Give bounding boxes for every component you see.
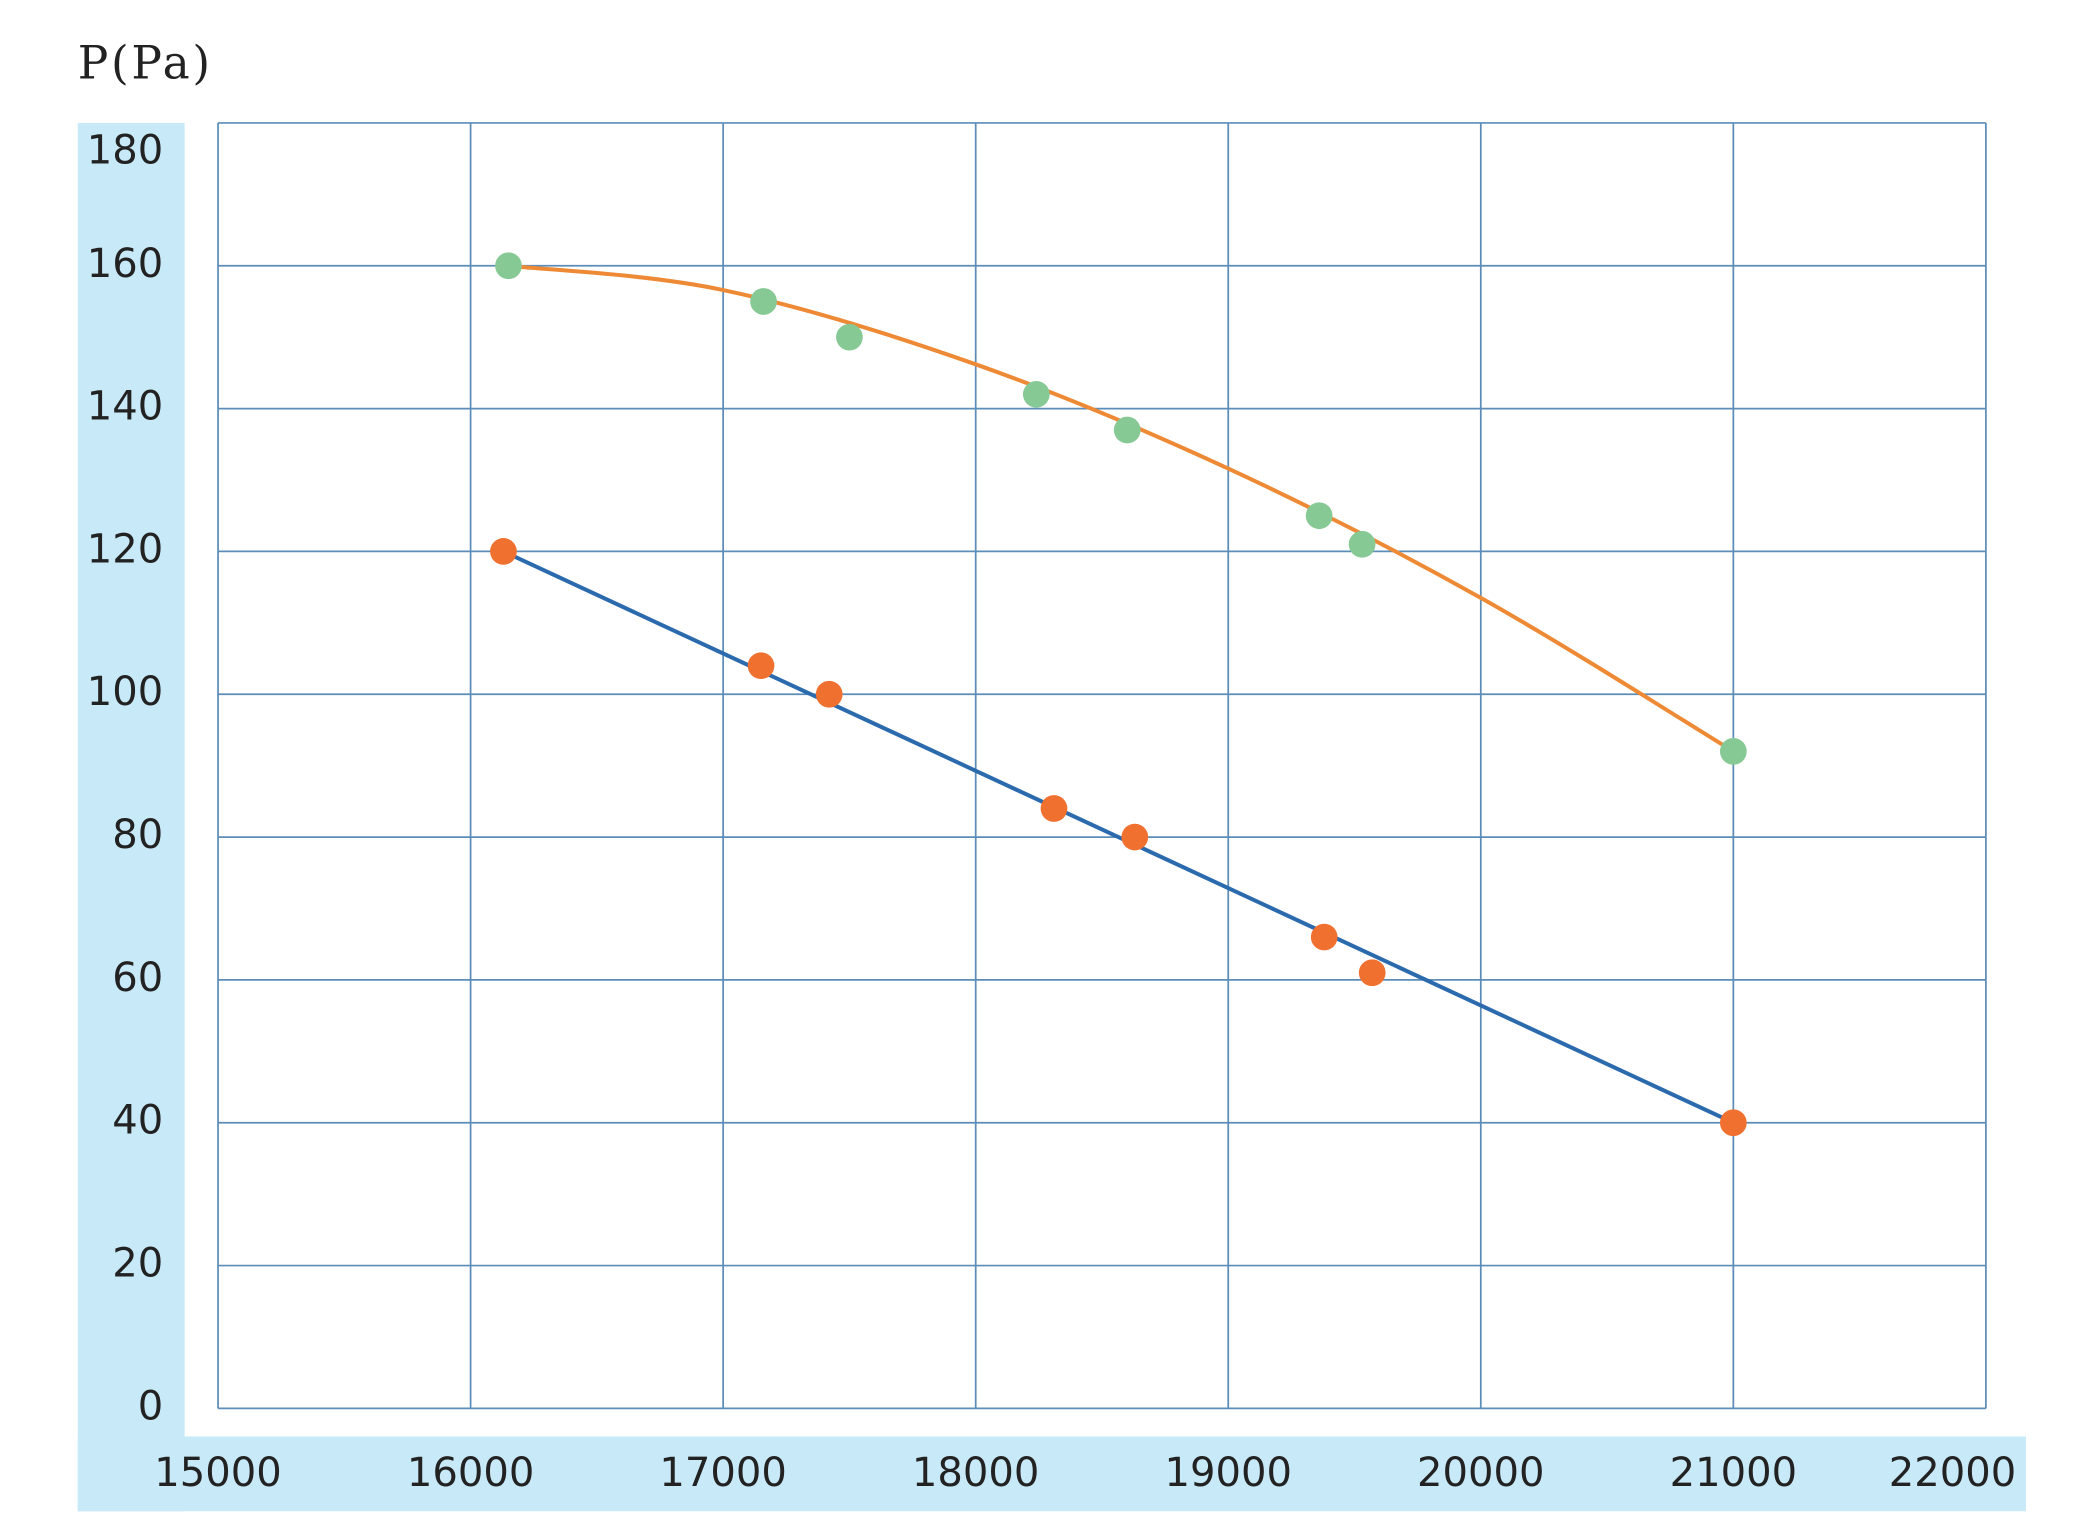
data-point <box>1719 738 1747 765</box>
data-point <box>495 252 522 280</box>
y-tick-label: 20 <box>112 1241 163 1287</box>
y-tick-label: 160 <box>87 241 164 287</box>
data-point <box>836 323 863 351</box>
y-tick-label: 180 <box>87 127 164 173</box>
data-point <box>1121 823 1149 851</box>
x-tick-label: 20000 <box>1417 1450 1544 1496</box>
x-tick-label: 16000 <box>407 1450 534 1496</box>
data-point <box>1022 380 1050 408</box>
x-tick-label: 21000 <box>1670 1450 1798 1496</box>
x-axis-band <box>77 1436 2026 1512</box>
data-point <box>1719 1109 1747 1137</box>
x-tick-label: 22000 <box>1889 1450 2017 1496</box>
y-tick-label: 40 <box>112 1098 163 1144</box>
x-tick-label: 17000 <box>659 1450 786 1496</box>
y-tick-label: 140 <box>87 384 164 430</box>
y-tick-label: 60 <box>112 955 163 1001</box>
data-point <box>1113 416 1141 444</box>
data-point <box>490 538 517 565</box>
y-tick-label: 120 <box>87 526 164 572</box>
fit-line <box>508 263 1735 754</box>
y-tick-label: 80 <box>112 812 163 858</box>
data-point <box>750 288 777 315</box>
data-point <box>815 680 843 708</box>
x-tick-label: 15000 <box>154 1450 282 1496</box>
data-point <box>1310 923 1338 951</box>
data-point <box>1040 795 1068 822</box>
y-tick-label: 100 <box>87 669 164 715</box>
y-tick-label: 0 <box>138 1383 164 1429</box>
chart-title: P(Pa) <box>78 36 213 89</box>
x-tick-label: 18000 <box>912 1450 1040 1496</box>
data-point <box>747 652 775 680</box>
data-point <box>1348 530 1376 558</box>
y-axis-band <box>77 122 185 1512</box>
data-point <box>1305 502 1333 530</box>
data-point <box>1358 959 1386 987</box>
fit-line <box>502 549 1735 1125</box>
x-tick-label: 19000 <box>1164 1450 1291 1496</box>
